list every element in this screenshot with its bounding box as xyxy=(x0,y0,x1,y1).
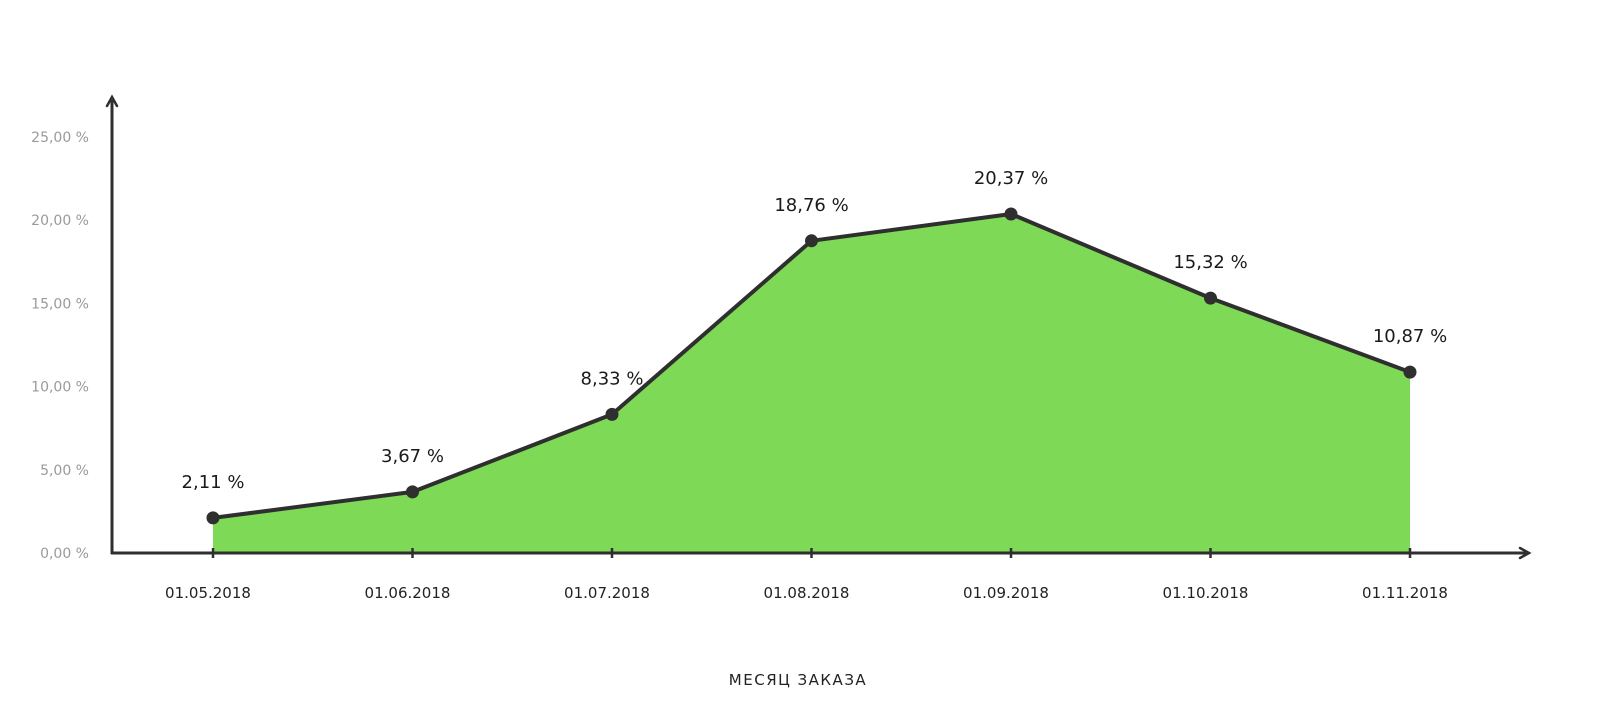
area-fill xyxy=(213,214,1410,553)
x-tick-label: 01.11.2018 xyxy=(1362,584,1448,602)
data-label: 15,32 % xyxy=(1173,252,1247,273)
y-tick-label: 25,00 % xyxy=(31,130,89,146)
data-point xyxy=(406,485,419,499)
data-point xyxy=(605,407,619,421)
data-labels: 2,11 % 3,67 % 8,33 % 18,76 % 20,37 % 15,32 % 1… xyxy=(182,168,1448,493)
y-tick-label: 15,00 % xyxy=(31,296,89,312)
data-point xyxy=(805,234,818,248)
x-tick-label: 01.09.2018 xyxy=(963,584,1049,602)
y-axis-ticks: 0,00 % 5,00 % 10,00 % 15,00 % 20,00 % 25,00 % xyxy=(31,130,89,562)
x-axis-title: МЕСЯЦ ЗАКАЗА xyxy=(729,671,867,689)
axes xyxy=(105,94,1532,560)
y-tick-label: 0,00 % xyxy=(40,546,89,562)
x-tick-label: 01.06.2018 xyxy=(365,584,451,602)
data-label: 20,37 % xyxy=(974,168,1048,189)
x-tick-label: 01.05.2018 xyxy=(165,584,251,602)
data-point xyxy=(1403,365,1417,379)
x-axis-ticks: 01.05.2018 01.06.2018 01.07.2018 01.08.2018… xyxy=(165,548,1448,602)
data-label: 2,11 % xyxy=(182,472,245,493)
x-axis-arrow xyxy=(1518,546,1532,560)
data-point xyxy=(1004,207,1018,221)
y-tick-label: 5,00 % xyxy=(40,463,89,479)
data-label: 8,33 % xyxy=(581,368,644,389)
y-tick-label: 20,00 % xyxy=(31,213,89,229)
x-tick-label: 01.07.2018 xyxy=(564,584,650,602)
data-point xyxy=(206,511,220,525)
data-label: 18,76 % xyxy=(774,195,848,216)
data-point xyxy=(1204,291,1217,305)
data-label: 3,67 % xyxy=(381,446,444,467)
data-points xyxy=(206,207,1417,525)
data-label: 10,87 % xyxy=(1373,326,1447,347)
x-tick-label: 01.10.2018 xyxy=(1163,584,1249,602)
y-tick-label: 10,00 % xyxy=(31,380,89,396)
x-tick-label: 01.08.2018 xyxy=(764,584,850,602)
y-axis-arrow xyxy=(105,94,119,108)
